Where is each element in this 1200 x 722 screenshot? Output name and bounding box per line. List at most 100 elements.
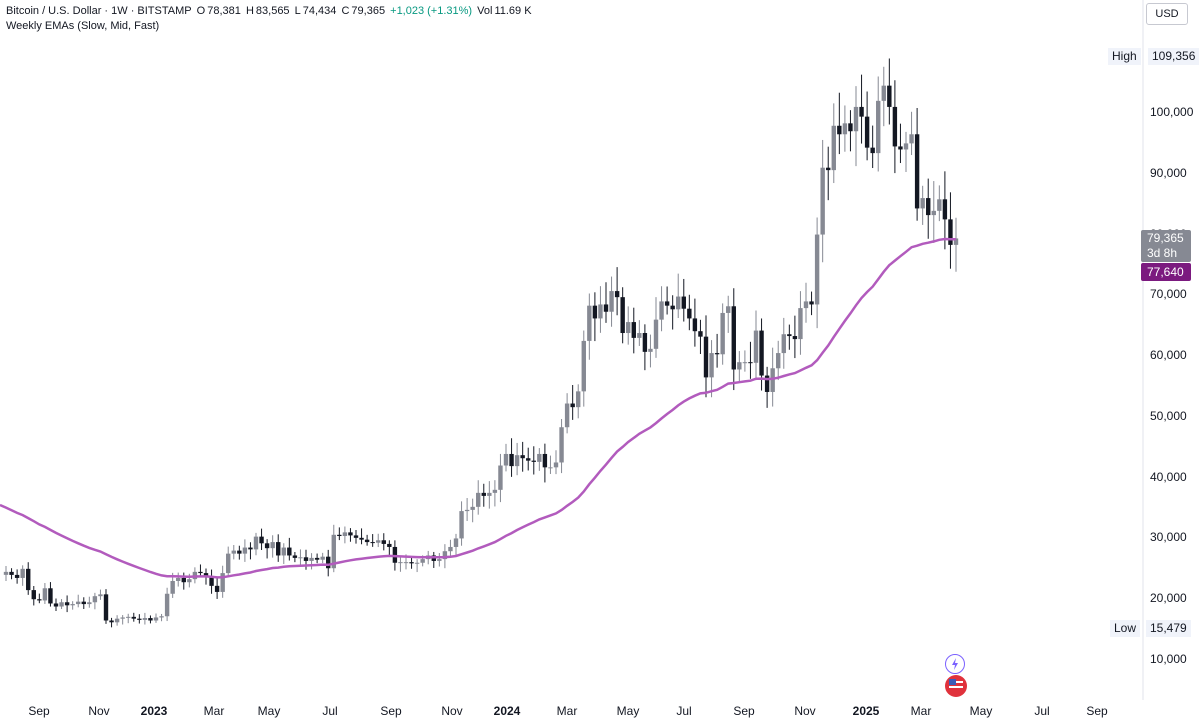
candle-body: [59, 602, 64, 607]
time-tick-label: Nov: [88, 704, 110, 718]
candle-body: [26, 568, 31, 591]
high-value: 83,565: [255, 5, 290, 17]
candle-body: [503, 453, 509, 466]
candle-body: [387, 543, 392, 547]
candle-body: [726, 306, 731, 313]
candle-body: [142, 618, 148, 620]
candle-body: [48, 588, 53, 604]
candles-group: [3, 58, 959, 628]
us-flag-icon[interactable]: [945, 675, 967, 697]
candle-body: [826, 167, 831, 171]
candle-body: [359, 537, 364, 540]
volume-value: 11.69 K: [494, 5, 532, 17]
candle-body: [514, 455, 520, 467]
candle-body: [681, 296, 686, 309]
candle-body: [326, 556, 331, 569]
candle-body: [803, 301, 809, 309]
candle-body: [437, 559, 442, 561]
candle-body: [659, 301, 664, 320]
candle-body: [81, 601, 86, 605]
candle-body: [520, 455, 525, 459]
open-label: O: [196, 5, 206, 17]
candle-body: [692, 318, 698, 332]
candle-body: [648, 348, 653, 352]
candle-body: [626, 322, 631, 334]
candle-body: [564, 403, 570, 428]
candle-body: [864, 116, 870, 148]
candle-body: [309, 557, 314, 561]
low-marker-value: 15,479: [1146, 620, 1191, 637]
candle-body: [70, 604, 75, 606]
time-tick-label: 2024: [493, 704, 521, 718]
candle-body: [664, 301, 670, 306]
candle-body: [259, 536, 264, 544]
candle-body: [931, 210, 936, 216]
candle-body: [159, 616, 164, 618]
candle-body: [920, 198, 925, 209]
time-tick-label: Mar: [910, 704, 932, 718]
candle-body: [220, 573, 225, 592]
candle-body: [937, 199, 942, 211]
high-label: H: [245, 5, 254, 17]
candle-countdown: 3d 8h: [1147, 246, 1178, 260]
candle-body: [176, 577, 181, 581]
lightning-icon[interactable]: [945, 654, 965, 674]
price-tick-label: 30,000: [1150, 530, 1187, 545]
candle-body: [164, 593, 170, 617]
candle-body: [948, 219, 953, 245]
last-price-tag: 79,365 3d 8h: [1141, 230, 1191, 262]
candle-body: [553, 462, 559, 468]
candle-body: [898, 146, 903, 150]
low-label: L: [294, 5, 301, 17]
candle-body: [742, 362, 748, 364]
candle-body: [109, 620, 114, 623]
candle-body: [353, 535, 359, 538]
candle-body: [131, 616, 136, 619]
candle-body: [531, 460, 536, 462]
candle-body: [487, 492, 492, 496]
candle-body: [737, 362, 742, 370]
price-tick-label: 10,000: [1150, 652, 1187, 666]
candle-body: [581, 340, 586, 392]
candle-body: [831, 125, 836, 171]
candle-body: [537, 453, 542, 462]
ema-line: [0, 237, 956, 579]
candle-body: [53, 603, 59, 607]
candle-body: [498, 465, 503, 490]
candle-body: [492, 489, 498, 493]
low-marker: Low: [1110, 620, 1141, 637]
last-price-value: 79,365: [1147, 231, 1184, 245]
candle-body: [348, 532, 353, 536]
candle-body: [853, 106, 859, 132]
candle-body: [137, 618, 142, 620]
candle-body: [76, 601, 81, 605]
candle-body: [603, 304, 609, 312]
candle-body: [370, 542, 375, 544]
candle-body: [14, 574, 20, 578]
candle-body: [337, 534, 342, 537]
candle-body: [37, 599, 42, 601]
candle-body: [364, 539, 370, 543]
candle-body: [526, 458, 531, 461]
candle-body: [270, 542, 275, 549]
candle-body: [509, 453, 514, 467]
currency-button[interactable]: USD: [1146, 3, 1188, 25]
price-tick-label: 40,000: [1150, 469, 1187, 484]
candle-body: [64, 602, 70, 606]
symbol-title[interactable]: Bitcoin / U.S. Dollar · 1W · BITSTAMP: [6, 5, 192, 17]
candle-body: [837, 125, 842, 135]
time-tick-label: Sep: [1086, 704, 1108, 718]
price-tick-label: 60,000: [1150, 348, 1187, 363]
candle-body: [809, 301, 814, 305]
candle-body: [414, 562, 420, 564]
indicator-legend[interactable]: Weekly EMAs (Slow, Mid, Fast): [6, 20, 160, 32]
time-tick-label: Sep: [733, 704, 755, 718]
high-marker: High: [1108, 48, 1141, 65]
low-value: 74,434: [302, 5, 337, 17]
candle-body: [103, 594, 109, 621]
candle-body: [331, 534, 336, 569]
candle-body: [98, 594, 103, 597]
candle-body: [953, 238, 959, 245]
